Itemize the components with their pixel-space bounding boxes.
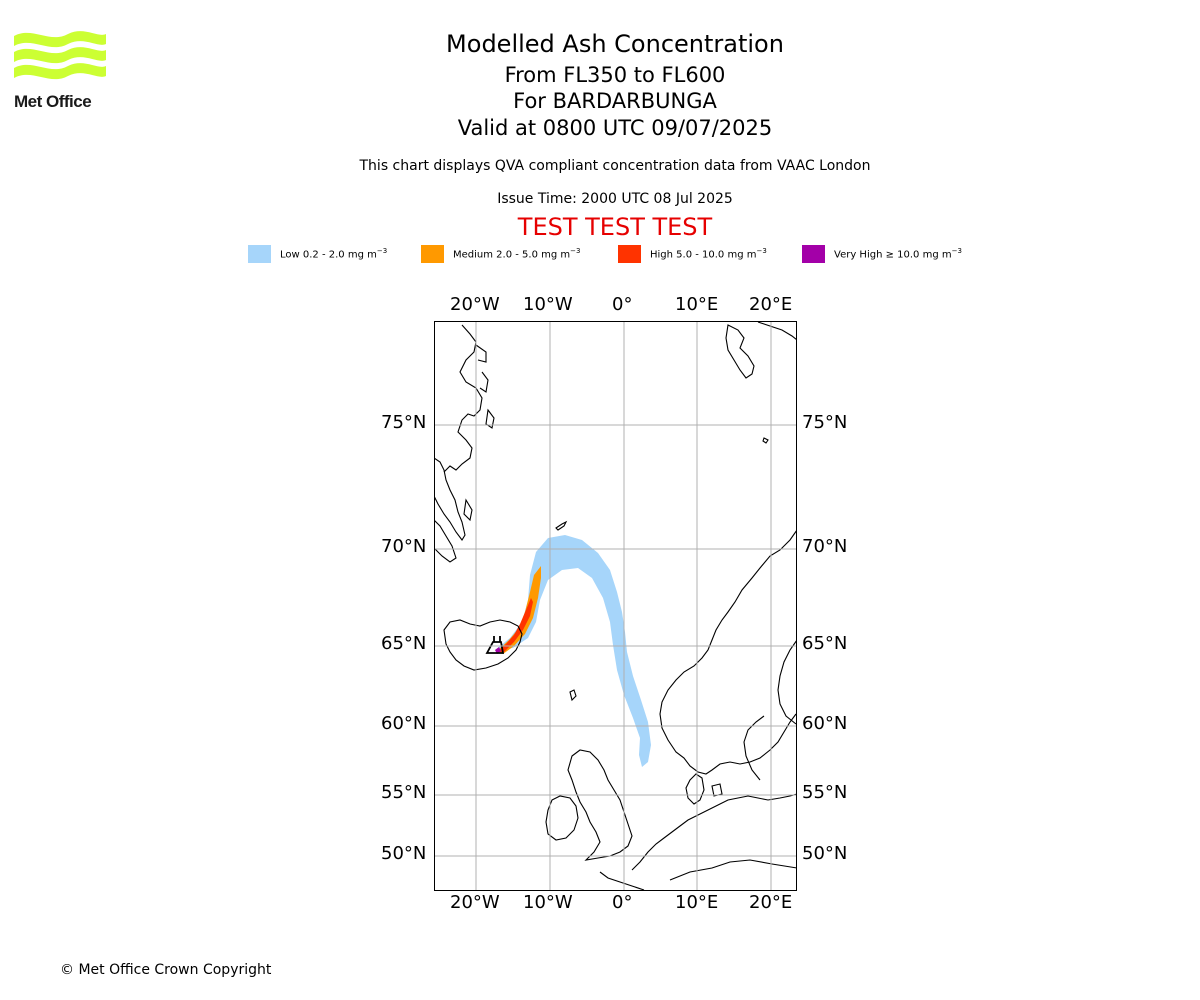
lon-label-bottom-10e: 10°E: [675, 892, 719, 913]
logo-text: Met Office: [14, 92, 92, 111]
level-range: From FL350 to FL600: [504, 63, 726, 87]
lat-label-left-60n: 60°N: [381, 713, 427, 734]
lon-label-bottom-20w: 20°W: [450, 892, 500, 913]
legend-medium: Medium 2.0 - 5.0 mg m−3: [421, 244, 580, 263]
ash-map: [434, 321, 797, 891]
lon-label-top-20e: 20°E: [749, 294, 793, 315]
ireland-coast: [545, 795, 579, 841]
great-britain-coast: [567, 749, 633, 861]
lon-label-top-20w: 20°W: [450, 294, 500, 315]
chart-title: Modelled Ash Concentration: [446, 30, 784, 58]
gridlines: [434, 321, 797, 891]
lon-label-bottom-20e: 20°E: [749, 892, 793, 913]
lat-label-right-55n: 55°N: [802, 782, 848, 803]
lon-label-top-10e: 10°E: [675, 294, 719, 315]
valid-time: Valid at 0800 UTC 09/07/2025: [457, 116, 773, 140]
ash-low-region: [495, 535, 651, 767]
test-banner: TEST TEST TEST: [517, 213, 713, 241]
legend-high: High 5.0 - 10.0 mg m−3: [618, 244, 767, 263]
legend-very-high: Very High ≥ 10.0 mg m−3: [802, 244, 962, 263]
lat-label-right-60n: 60°N: [802, 713, 848, 734]
legend-swatch-very-high: [802, 244, 825, 263]
iceland-coast: [443, 619, 523, 671]
lon-label-top-0: 0°: [612, 294, 633, 315]
volcano-name: For BARDARBUNGA: [513, 89, 717, 113]
lat-label-right-50n: 50°N: [802, 843, 848, 864]
met-office-logo: [12, 28, 112, 112]
lon-label-bottom-10w: 10°W: [523, 892, 573, 913]
ash-medium-region: [497, 566, 541, 654]
legend-low: Low 0.2 - 2.0 mg m−3: [248, 244, 387, 263]
coastlines: [434, 321, 797, 891]
legend-swatch-high: [618, 244, 641, 263]
issue-time: Issue Time: 2000 UTC 08 Jul 2025: [497, 191, 733, 207]
lat-label-left-75n: 75°N: [381, 412, 427, 433]
scandinavia-coast: [659, 529, 797, 775]
legend-swatch-medium: [421, 244, 444, 263]
lat-label-left-55n: 55°N: [381, 782, 427, 803]
lat-label-right-65n: 65°N: [802, 633, 848, 654]
map-frame: [434, 321, 797, 891]
lat-label-left-50n: 50°N: [381, 843, 427, 864]
legend-swatch-low: [248, 244, 271, 263]
ash-high-region: [497, 598, 533, 652]
legend-label-low: Low 0.2 - 2.0 mg m: [280, 249, 377, 261]
legend-label-medium: Medium 2.0 - 5.0 mg m: [453, 249, 571, 261]
lat-label-left-70n: 70°N: [381, 536, 427, 557]
legend-label-very-high: Very High ≥ 10.0 mg m: [834, 249, 952, 261]
lon-label-top-10w: 10°W: [523, 294, 573, 315]
lon-label-bottom-0: 0°: [612, 892, 633, 913]
met-office-wave-icon: [14, 31, 106, 80]
info-text: This chart displays QVA compliant concen…: [359, 158, 871, 174]
copyright: © Met Office Crown Copyright: [60, 962, 272, 978]
lat-label-left-65n: 65°N: [381, 633, 427, 654]
legend-label-high: High 5.0 - 10.0 mg m: [650, 249, 757, 261]
lat-label-right-75n: 75°N: [802, 412, 848, 433]
lat-label-right-70n: 70°N: [802, 536, 848, 557]
